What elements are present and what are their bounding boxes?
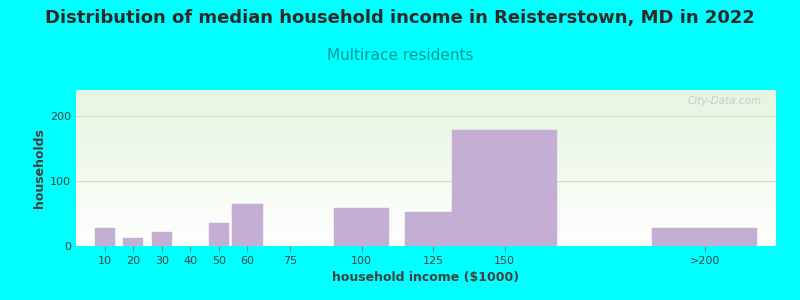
- Bar: [652, 228, 758, 246]
- Text: City-Data.com: City-Data.com: [688, 96, 762, 106]
- Bar: [232, 204, 262, 246]
- Text: Multirace residents: Multirace residents: [326, 48, 474, 63]
- Bar: [334, 208, 390, 246]
- Bar: [94, 228, 114, 246]
- X-axis label: household income ($1000): household income ($1000): [333, 271, 519, 284]
- Y-axis label: households: households: [33, 128, 46, 208]
- Bar: [452, 130, 558, 246]
- Text: Distribution of median household income in Reisterstown, MD in 2022: Distribution of median household income …: [45, 9, 755, 27]
- Bar: [209, 223, 229, 246]
- Bar: [152, 232, 172, 246]
- Bar: [406, 212, 461, 246]
- Bar: [123, 238, 143, 246]
